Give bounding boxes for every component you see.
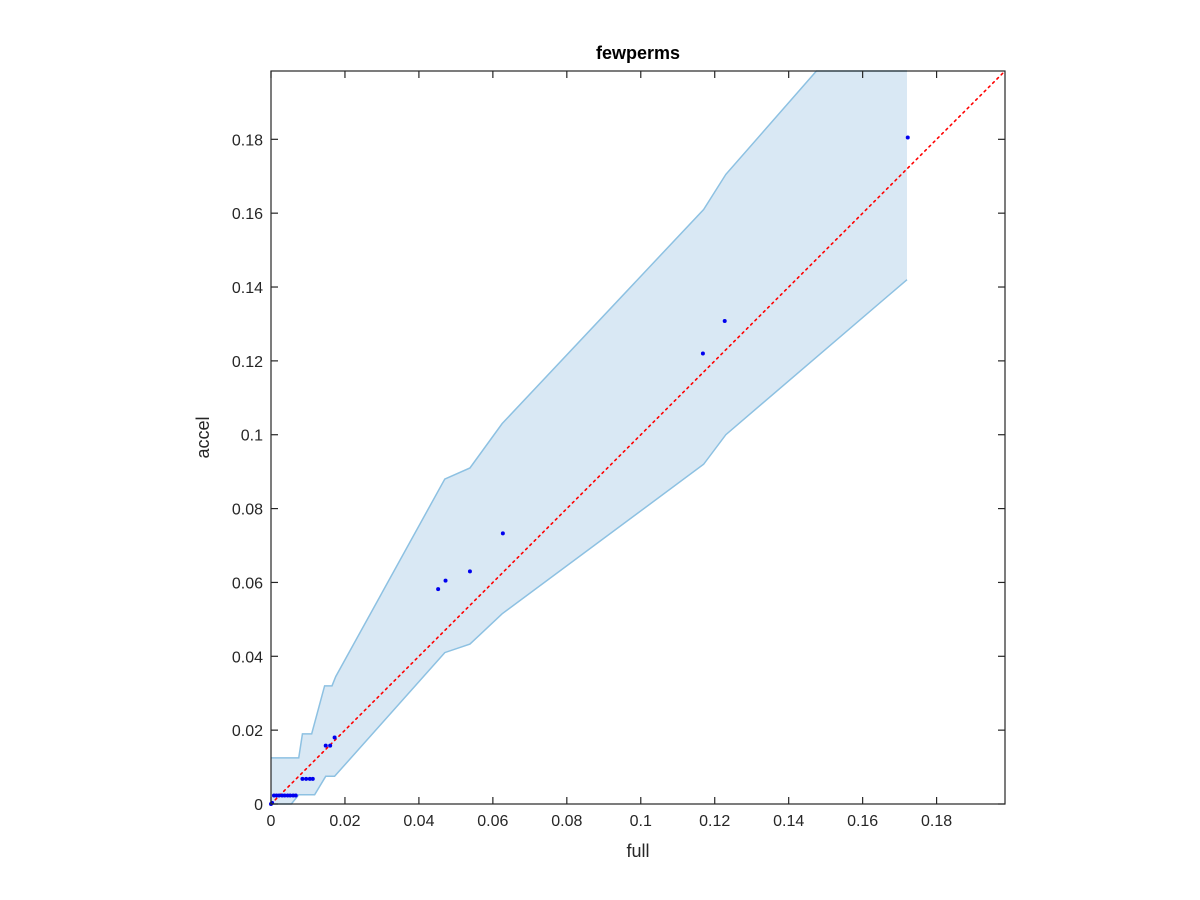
y-tick-label: 0.06 bbox=[232, 575, 263, 592]
y-tick-label: 0.18 bbox=[232, 132, 263, 149]
y-axis-label: accel bbox=[193, 416, 213, 458]
x-tick-label: 0 bbox=[267, 813, 276, 830]
data-point bbox=[310, 776, 315, 781]
x-tick-label: 0.18 bbox=[921, 813, 952, 830]
data-point bbox=[332, 735, 337, 740]
y-tick-label: 0.02 bbox=[232, 723, 263, 740]
data-point bbox=[443, 578, 448, 583]
y-axis-ticks: 0 0.02 0.04 0.06 0.08 0.1 0.12 0.14 0.16 0.18 bbox=[232, 132, 1005, 814]
chart-title: fewperms bbox=[596, 43, 680, 63]
y-tick-label: 0 bbox=[254, 797, 263, 814]
x-axis-label: full bbox=[626, 841, 649, 861]
x-tick-label: 0.1 bbox=[630, 813, 652, 830]
data-point bbox=[467, 569, 472, 574]
x-tick-label: 0.16 bbox=[847, 813, 878, 830]
y-tick-label: 0.14 bbox=[232, 280, 263, 297]
x-tick-label: 0.08 bbox=[551, 813, 582, 830]
band-upper-edge bbox=[271, 70, 908, 759]
confidence-band bbox=[271, 71, 908, 804]
y-tick-label: 0.04 bbox=[232, 649, 263, 666]
data-point bbox=[300, 776, 305, 781]
x-tick-label: 0.04 bbox=[403, 813, 434, 830]
data-point bbox=[328, 743, 333, 748]
y-tick-label: 0.1 bbox=[241, 428, 263, 445]
y-tick-label: 0.12 bbox=[232, 354, 263, 371]
x-tick-label: 0.14 bbox=[773, 813, 804, 830]
x-axis-ticks: 0 0.02 0.04 0.06 0.08 0.1 0.12 0.14 0.16 0.18 bbox=[267, 71, 952, 830]
data-point bbox=[722, 318, 727, 323]
data-point bbox=[304, 776, 309, 781]
plot-area bbox=[269, 70, 1006, 806]
axes-box bbox=[270, 70, 1006, 805]
x-tick-label: 0.02 bbox=[329, 813, 360, 830]
data-point bbox=[288, 793, 293, 798]
x-tick-label: 0.06 bbox=[477, 813, 508, 830]
identity-reference-line bbox=[270, 70, 1006, 805]
data-point bbox=[323, 743, 328, 748]
x-tick-label: 0.12 bbox=[699, 813, 730, 830]
data-point bbox=[436, 587, 441, 592]
data-point bbox=[905, 135, 910, 140]
data-point bbox=[700, 351, 705, 356]
data-point bbox=[293, 793, 298, 798]
data-point bbox=[277, 793, 282, 798]
data-point bbox=[500, 531, 505, 536]
data-point bbox=[307, 776, 312, 781]
y-tick-label: 0.16 bbox=[232, 206, 263, 223]
y-tick-label: 0.08 bbox=[232, 502, 263, 519]
data-point bbox=[282, 793, 287, 798]
